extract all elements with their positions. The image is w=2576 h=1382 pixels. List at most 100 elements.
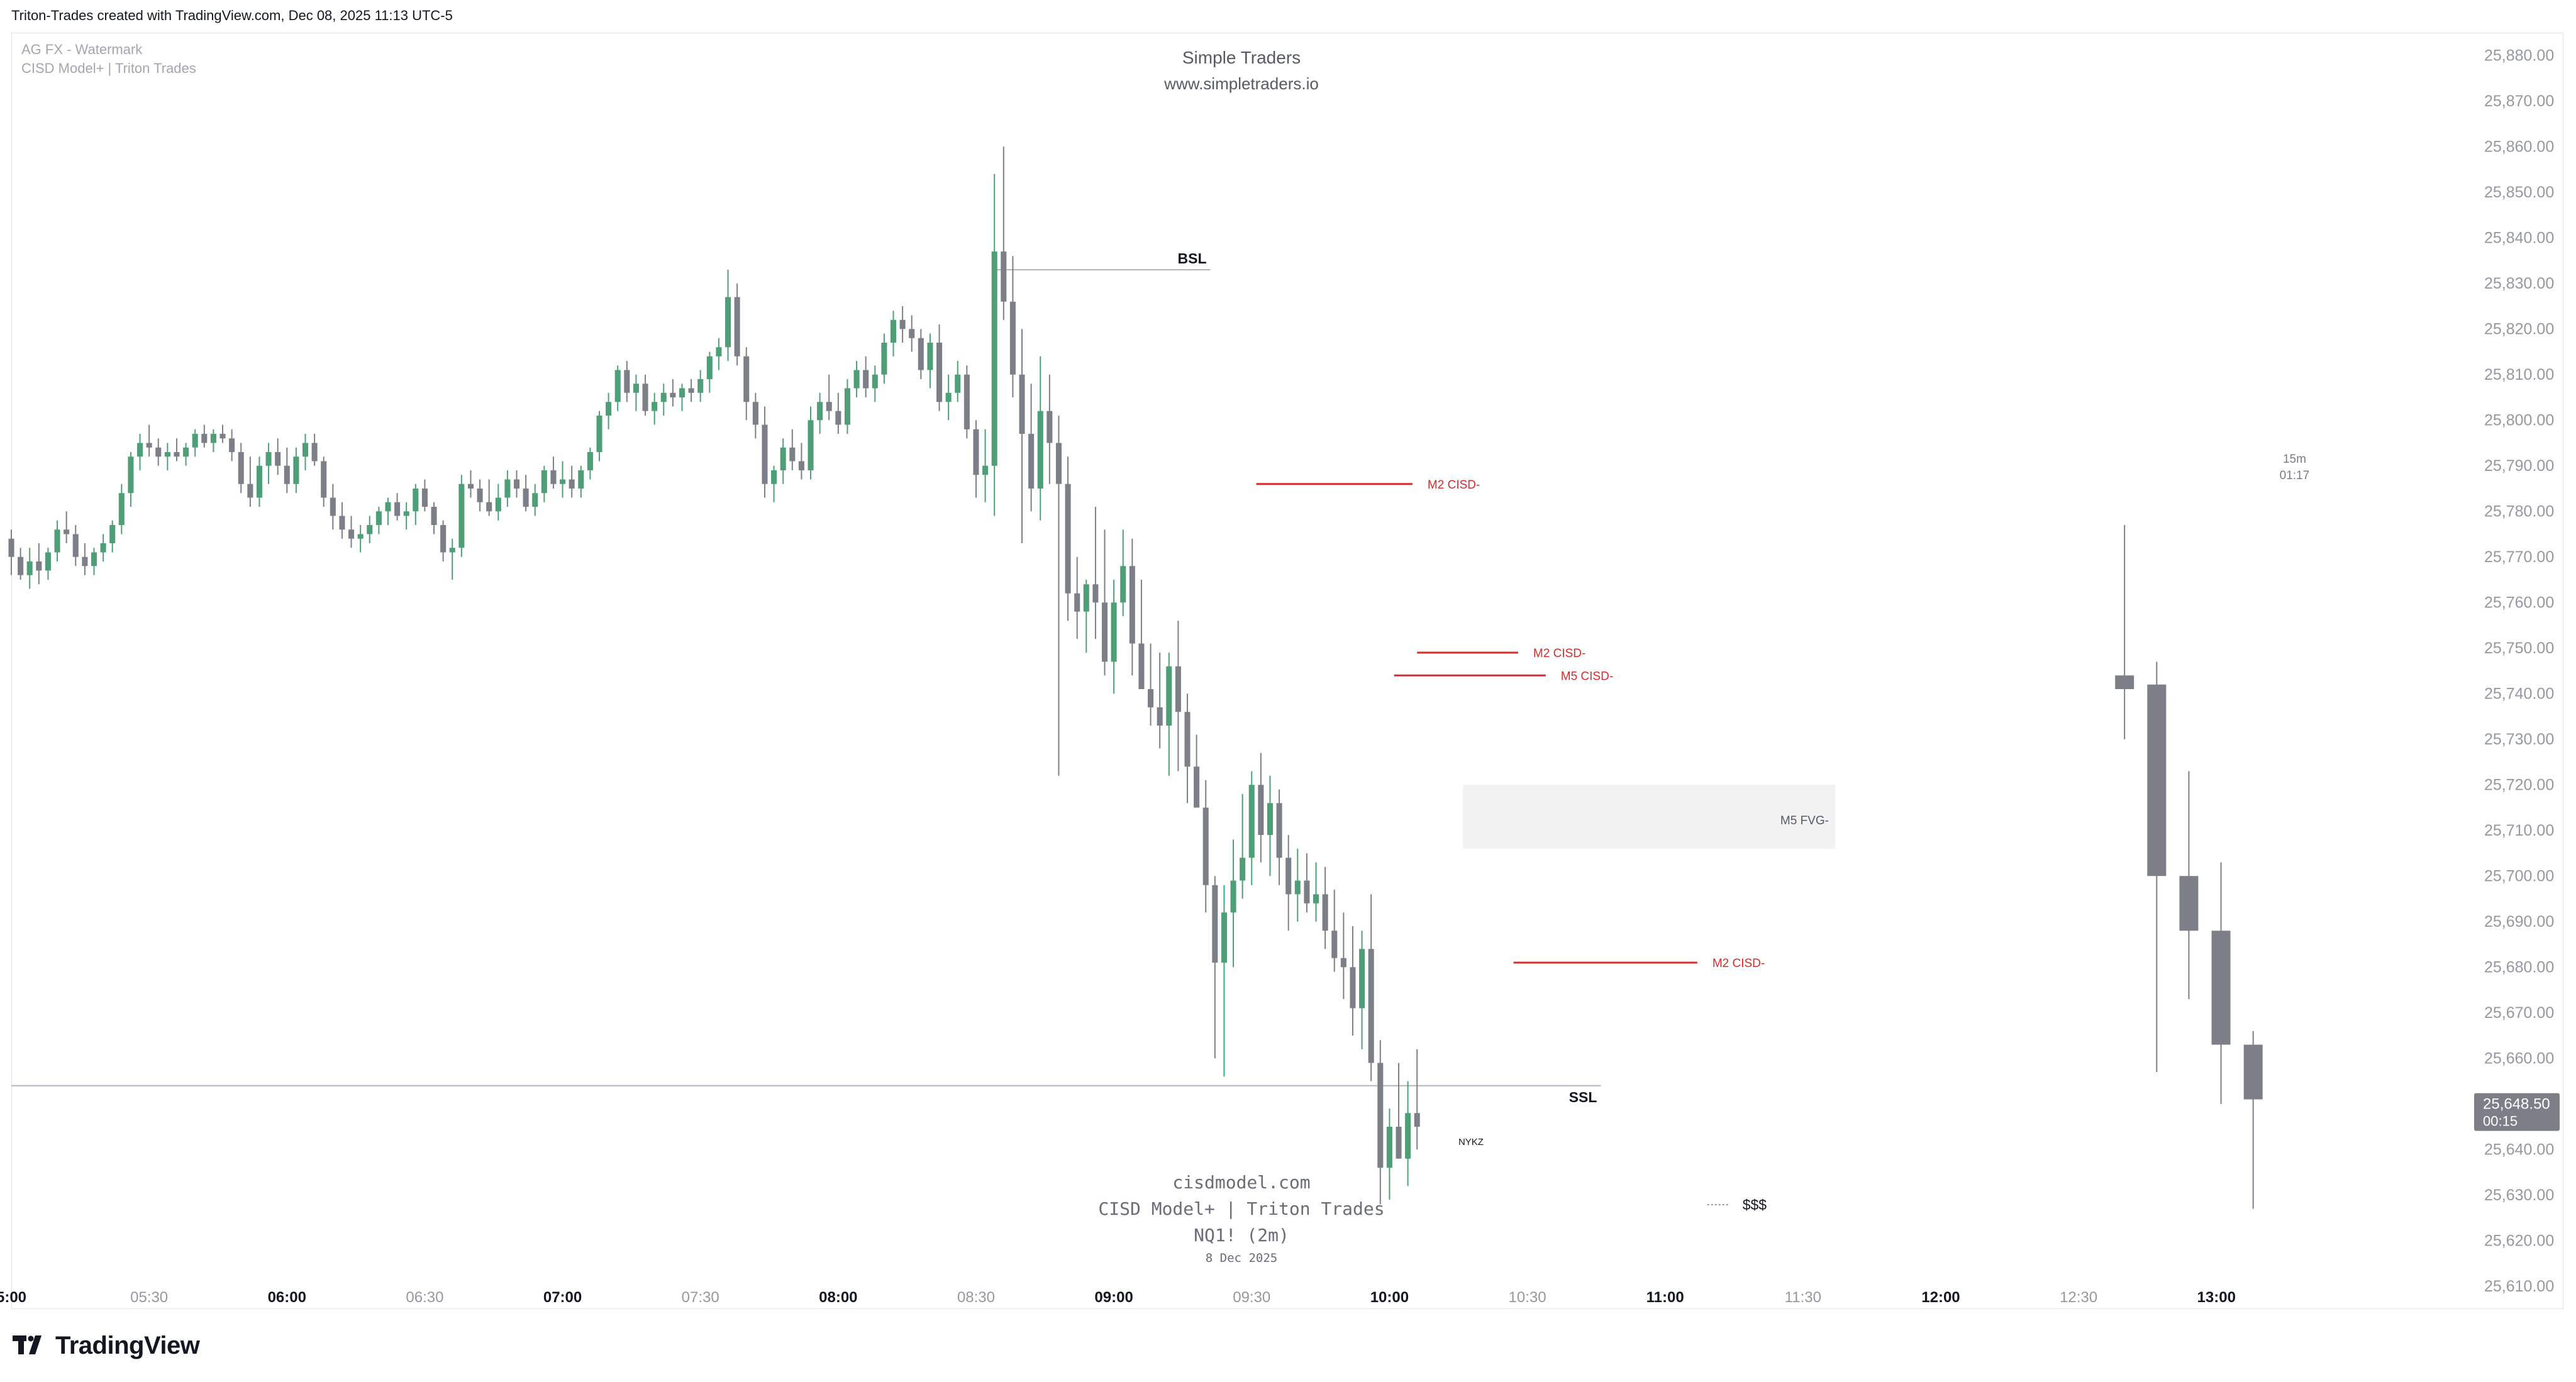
cisd-label: M2 CISD-: [1713, 957, 1765, 970]
y-tick-label: 25,760.00: [2484, 594, 2554, 611]
candle-body: [909, 329, 915, 338]
candle-body: [1322, 894, 1328, 931]
x-tick-label: 05:30: [130, 1289, 168, 1306]
tradingview-wordmark: TradingView: [55, 1331, 200, 1359]
candle-body: [118, 493, 125, 525]
y-tick-label: 25,660.00: [2484, 1049, 2554, 1067]
candle-body: [844, 388, 850, 425]
candle-body: [238, 452, 244, 484]
candle-body: [431, 507, 437, 525]
y-tick-label: 25,780.00: [2484, 502, 2554, 520]
candle-body: [1184, 712, 1191, 767]
candle-body: [486, 502, 492, 512]
chart-attribution: Triton-Trades created with TradingView.c…: [11, 8, 453, 23]
candle-body: [1129, 566, 1135, 644]
candle-body: [596, 416, 602, 452]
candle-body: [36, 561, 42, 571]
candle-body: [826, 402, 832, 411]
candle-body: [413, 489, 419, 512]
candle-body: [219, 434, 226, 439]
candle-body: [734, 297, 740, 357]
y-tick-label: 25,820.00: [2484, 320, 2554, 338]
candle-body: [955, 374, 961, 393]
htf-timer-countdown: 01:17: [2280, 469, 2310, 482]
candle-body: [1019, 374, 1025, 434]
candle-body: [1258, 785, 1264, 835]
y-tick-label: 25,810.00: [2484, 366, 2554, 384]
candle-body: [798, 461, 804, 470]
candle-body: [716, 347, 722, 357]
x-tick-label: 13:00: [2197, 1289, 2236, 1306]
candle-body: [137, 443, 143, 457]
x-tick-label: 07:30: [682, 1289, 719, 1306]
level-label-bsl: BSL: [1178, 250, 1207, 267]
x-tick-label: 11:30: [1785, 1289, 1821, 1306]
candle-body: [155, 447, 162, 457]
candle-body: [210, 434, 216, 443]
candle-body: [1340, 958, 1346, 968]
candle-body: [890, 319, 897, 343]
candle-body: [1267, 803, 1274, 835]
candle-body: [421, 489, 428, 507]
candle-body: [1386, 1127, 1392, 1168]
candle-body: [624, 370, 630, 393]
candle-body: [275, 452, 281, 466]
candle-body: [1065, 484, 1071, 594]
candle-body: [1074, 593, 1080, 612]
candle-body: [569, 479, 575, 489]
cisd-label: M2 CISD-: [1428, 478, 1480, 492]
candle-body: [403, 511, 409, 516]
liquidity-levels: BSL SSL: [11, 250, 1601, 1105]
x-tick-label: 11:00: [1646, 1289, 1684, 1306]
candle-body: [128, 456, 134, 494]
candle-body: [183, 447, 189, 457]
y-tick-label: 25,750.00: [2484, 639, 2554, 657]
candle-body: [1276, 803, 1282, 858]
candle-body: [1212, 885, 1218, 963]
session-label: NYKZ: [1458, 1137, 1484, 1147]
candle-body: [293, 456, 299, 484]
candle-body: [339, 516, 345, 530]
candle-body: [8, 538, 14, 557]
y-tick-label: 25,670.00: [2484, 1004, 2554, 1022]
candle-body: [614, 370, 621, 402]
candle-body: [1285, 858, 1292, 895]
y-tick-label: 25,610.00: [2484, 1278, 2554, 1295]
candle-body: [1294, 880, 1301, 895]
candle-body: [229, 438, 235, 452]
candle-body: [302, 443, 309, 457]
indicator-name[interactable]: CISD Model+ | Triton Trades: [21, 60, 196, 76]
center-watermark-site: cisdmodel.com: [1172, 1172, 1311, 1193]
y-axis: 25,610.00 25,620.00 25,630.00 25,640.00 25,6…: [2484, 47, 2554, 1295]
candle-body: [1304, 880, 1310, 904]
candle-body: [1120, 566, 1126, 603]
candle-body: [762, 424, 768, 484]
candle-body: [1101, 602, 1108, 662]
chart-pane[interactable]: [11, 33, 2563, 1309]
candle-body: [375, 511, 382, 525]
candle-body: [532, 493, 538, 507]
candle-body: [991, 252, 997, 466]
y-tick-label: 25,830.00: [2484, 275, 2554, 292]
x-tick-label: 06:00: [268, 1289, 306, 1306]
y-tick-label: 25,840.00: [2484, 229, 2554, 246]
y-tick-label: 25,720.00: [2484, 776, 2554, 793]
candle-body: [963, 374, 970, 429]
candle-body: [201, 434, 208, 443]
candle-body: [606, 402, 612, 416]
x-tick-label: 09:30: [1233, 1289, 1270, 1306]
tradingview-logo[interactable]: TradingView: [13, 1331, 200, 1359]
x-tick-label: 06:30: [406, 1289, 443, 1306]
last-price-value: 25,648.50: [2483, 1096, 2550, 1113]
candle-body: [504, 479, 511, 498]
candle-body: [1083, 584, 1089, 612]
y-tick-label: 25,880.00: [2484, 47, 2554, 64]
candle-body: [1157, 707, 1163, 726]
candle-body: [1001, 252, 1007, 302]
candle-body: [146, 443, 152, 448]
y-tick-label: 25,800.00: [2484, 411, 2554, 429]
candle-body: [440, 525, 447, 553]
y-tick-label: 25,790.00: [2484, 457, 2554, 475]
